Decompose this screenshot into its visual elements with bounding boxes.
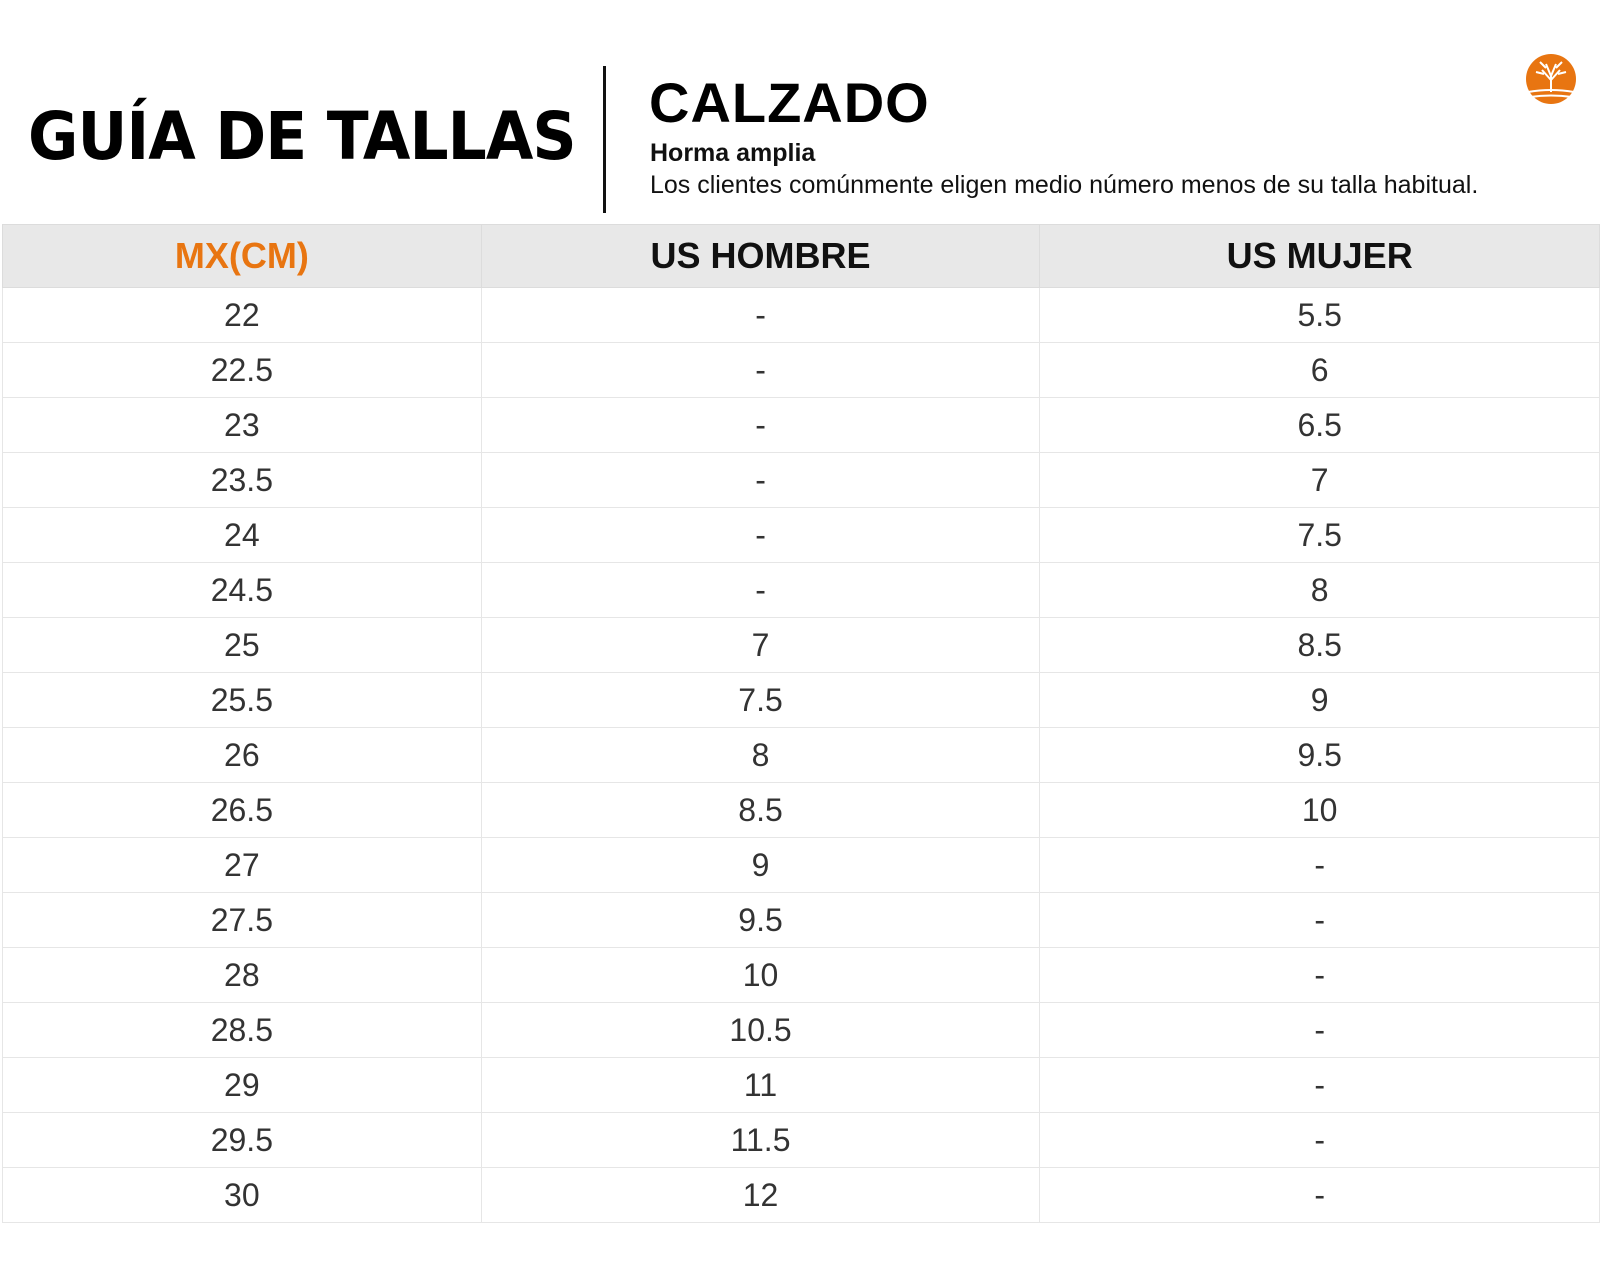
cell-us-women: 6.5: [1039, 397, 1600, 453]
cell-us-men: -: [480, 342, 1041, 398]
cell-mx-cm: 22.5: [2, 342, 482, 398]
cell-us-women: -: [1039, 947, 1600, 1003]
column-header-mx-cm: MX(CM): [2, 224, 482, 288]
table-row: 29.5 11.5-: [2, 1112, 1600, 1168]
cell-mx-cm: 26: [2, 727, 482, 783]
cell-mx-cm: 26.5: [2, 782, 482, 838]
category-title: CALZADO: [649, 71, 930, 134]
size-table: MX(CM) US HOMBRE US MUJER 22-5.5 22.5-6 23…: [2, 224, 1600, 1223]
table-row: 22.5-6: [2, 342, 1600, 398]
table-row: 27.5 9.5-: [2, 892, 1600, 948]
table-row: 26.5 8.5 10: [2, 782, 1600, 838]
table-header-row: MX(CM) US HOMBRE US MUJER: [2, 224, 1600, 288]
cell-us-men: 10: [480, 947, 1041, 1003]
cell-mx-cm: 30: [2, 1167, 482, 1223]
cell-us-women: -: [1039, 892, 1600, 948]
fit-description: Los clientes comúnmente eligen medio núm…: [650, 171, 1479, 199]
cell-mx-cm: 28: [2, 947, 482, 1003]
cell-mx-cm: 24.5: [2, 562, 482, 618]
cell-us-men: -: [480, 452, 1041, 508]
table-row: 26 8 9.5: [2, 727, 1600, 783]
cell-us-men: -: [480, 287, 1041, 343]
column-header-us-men: US HOMBRE: [480, 224, 1041, 288]
page-title: GUÍA DE TALLAS: [28, 98, 577, 175]
table-row: 28.5 10.5-: [2, 1002, 1600, 1058]
cell-mx-cm: 22: [2, 287, 482, 343]
cell-us-women: 9: [1039, 672, 1600, 728]
cell-us-men: 10.5: [480, 1002, 1041, 1058]
cell-us-men: -: [480, 507, 1041, 563]
cell-us-women: 5.5: [1039, 287, 1600, 343]
cell-us-men: 7: [480, 617, 1041, 673]
cell-mx-cm: 28.5: [2, 1002, 482, 1058]
cell-us-women: 8: [1039, 562, 1600, 618]
table-row: 27 9-: [2, 837, 1600, 893]
cell-us-women: -: [1039, 1057, 1600, 1113]
cell-us-women: -: [1039, 1002, 1600, 1058]
cell-us-women: 6: [1039, 342, 1600, 398]
cell-us-men: 9.5: [480, 892, 1041, 948]
cell-mx-cm: 23.5: [2, 452, 482, 508]
cell-us-men: 9: [480, 837, 1041, 893]
cell-us-men: 11: [480, 1057, 1041, 1113]
cell-mx-cm: 23: [2, 397, 482, 453]
table-row: 24.5-8: [2, 562, 1600, 618]
table-row: 29 11-: [2, 1057, 1600, 1113]
cell-mx-cm: 25: [2, 617, 482, 673]
table-row: 23-6.5: [2, 397, 1600, 453]
column-header-us-women: US MUJER: [1039, 224, 1600, 288]
cell-us-men: 7.5: [480, 672, 1041, 728]
table-row: 22-5.5: [2, 287, 1600, 343]
table-row: 24-7.5: [2, 507, 1600, 563]
cell-us-men: 8: [480, 727, 1041, 783]
table-row: 28 10-: [2, 947, 1600, 1003]
cell-us-women: 7: [1039, 452, 1600, 508]
cell-us-men: 12: [480, 1167, 1041, 1223]
cell-us-women: -: [1039, 837, 1600, 893]
table-row: 25 7 8.5: [2, 617, 1600, 673]
table-row: 23.5-7: [2, 452, 1600, 508]
cell-us-women: -: [1039, 1112, 1600, 1168]
cell-mx-cm: 29.5: [2, 1112, 482, 1168]
tree-logo-icon: [1526, 54, 1576, 104]
cell-mx-cm: 27.5: [2, 892, 482, 948]
cell-us-men: -: [480, 562, 1041, 618]
fit-label: Horma amplia: [650, 139, 816, 167]
cell-us-women: 7.5: [1039, 507, 1600, 563]
cell-us-women: 9.5: [1039, 727, 1600, 783]
cell-mx-cm: 29: [2, 1057, 482, 1113]
cell-us-women: 8.5: [1039, 617, 1600, 673]
cell-us-men: 11.5: [480, 1112, 1041, 1168]
table-row: 25.5 7.5 9: [2, 672, 1600, 728]
cell-us-men: 8.5: [480, 782, 1041, 838]
cell-mx-cm: 24: [2, 507, 482, 563]
table-row: 30 12-: [2, 1167, 1600, 1223]
cell-mx-cm: 25.5: [2, 672, 482, 728]
cell-us-women: -: [1039, 1167, 1600, 1223]
cell-us-women: 10: [1039, 782, 1600, 838]
cell-mx-cm: 27: [2, 837, 482, 893]
header-divider: [603, 66, 606, 213]
cell-us-men: -: [480, 397, 1041, 453]
